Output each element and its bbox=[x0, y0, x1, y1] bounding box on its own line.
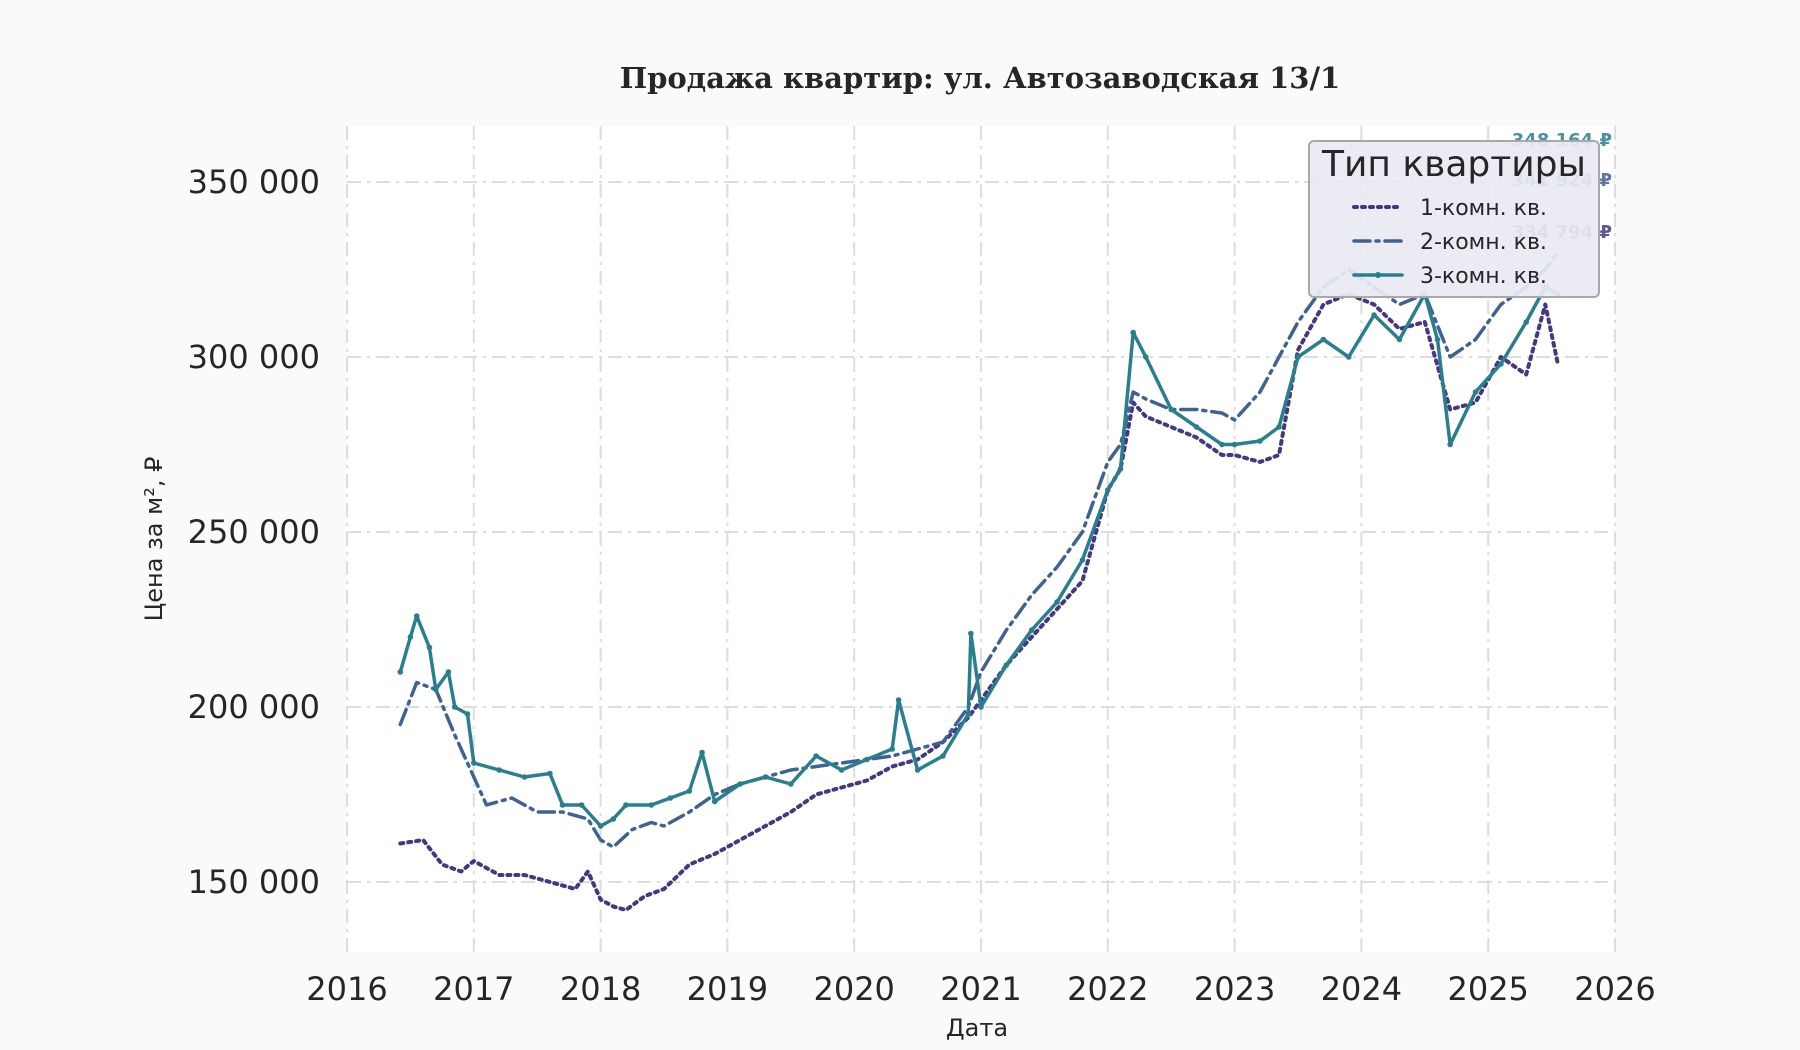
series-3-point bbox=[978, 704, 984, 710]
x-tick-label: 2020 bbox=[813, 970, 894, 1008]
x-tick-label: 2026 bbox=[1574, 970, 1655, 1008]
series-3-point bbox=[838, 767, 845, 773]
legend-label-1: 1-комн. кв. bbox=[1420, 196, 1547, 221]
series-3-point bbox=[426, 644, 433, 651]
series-3-point bbox=[407, 634, 414, 640]
series-3-point bbox=[648, 802, 655, 808]
legend-entries: 1-комн. кв. 2-комн. кв. 3-комн. кв. bbox=[1352, 196, 1547, 289]
series-3-point bbox=[597, 823, 604, 829]
series-3-point bbox=[623, 802, 629, 808]
series-3-point bbox=[1447, 441, 1453, 448]
series-3-point bbox=[1345, 354, 1352, 360]
series-3-point bbox=[559, 802, 566, 808]
series-3-point bbox=[1193, 424, 1200, 430]
legend-marker-3 bbox=[1375, 272, 1381, 278]
y-axis-label: Цена за м², ₽ bbox=[140, 457, 168, 622]
series-3-point bbox=[711, 798, 718, 805]
series-3-point bbox=[737, 781, 743, 787]
legend-box bbox=[1308, 140, 1600, 298]
series-3-point bbox=[762, 774, 769, 780]
series-3-point bbox=[1028, 627, 1035, 633]
series-3-point bbox=[940, 753, 946, 759]
legend-title: Тип квартиры bbox=[1321, 144, 1586, 185]
series-3-point bbox=[1295, 354, 1301, 360]
series-3-point bbox=[965, 711, 972, 717]
series-3-point bbox=[895, 697, 902, 703]
series-3-point bbox=[1434, 336, 1441, 343]
series-3-point bbox=[1105, 487, 1111, 493]
legend: Тип квартиры 1-комн. кв. 2-комн. кв. 3-ком… bbox=[1308, 140, 1600, 298]
series-3-point bbox=[610, 816, 617, 822]
series-3-point bbox=[1003, 662, 1010, 668]
series-3-point bbox=[1054, 599, 1060, 605]
series-3-point bbox=[1498, 361, 1504, 367]
series-3-point bbox=[788, 781, 794, 787]
series-3-point bbox=[496, 767, 502, 773]
series-3-point bbox=[1320, 336, 1327, 343]
series-3-point bbox=[699, 749, 705, 756]
series-3-point bbox=[1219, 441, 1225, 448]
series-3-point bbox=[432, 686, 439, 693]
series-3-point bbox=[521, 774, 528, 780]
y-tick-label: 250 000 bbox=[188, 513, 320, 551]
series-3-point bbox=[889, 746, 896, 752]
series-3-point bbox=[464, 711, 471, 717]
series-3-point bbox=[1276, 424, 1282, 430]
x-tick-label: 2017 bbox=[433, 970, 514, 1008]
series-3-point bbox=[1143, 354, 1149, 360]
y-tick-label: 150 000 bbox=[188, 863, 320, 901]
x-tick-label: 2019 bbox=[687, 970, 768, 1008]
series-3-point bbox=[1257, 438, 1263, 444]
x-tick-label: 2023 bbox=[1194, 970, 1275, 1008]
y-tick-label: 300 000 bbox=[188, 338, 320, 376]
series-3-point bbox=[813, 753, 819, 759]
series-line-3 bbox=[398, 285, 1560, 828]
x-tick-label: 2016 bbox=[306, 970, 387, 1008]
series-3-point bbox=[397, 669, 404, 675]
series-3-point bbox=[1396, 336, 1403, 343]
x-axis-label: Дата bbox=[946, 1014, 1008, 1042]
x-tick-label: 2022 bbox=[1067, 970, 1148, 1008]
series-3-point bbox=[1231, 441, 1238, 448]
series-3-point bbox=[578, 802, 585, 808]
y-tick-label: 200 000 bbox=[188, 688, 320, 726]
legend-label-3: 3-комн. кв. bbox=[1420, 264, 1547, 289]
series-3-point bbox=[1079, 557, 1086, 563]
series-3-point bbox=[686, 788, 693, 794]
series-3-point bbox=[1168, 406, 1174, 413]
series-3-point bbox=[1371, 312, 1377, 318]
x-tick-label: 2021 bbox=[940, 970, 1021, 1008]
series-3-point bbox=[1130, 329, 1136, 336]
y-tick-labels: 150 000 200 000 250 000 300 000 350 000 bbox=[188, 163, 320, 901]
x-tick-label: 2025 bbox=[1447, 970, 1528, 1008]
series-3-point bbox=[1523, 319, 1530, 325]
series-3-point bbox=[413, 613, 420, 619]
x-tick-labels: 2016 2017 2018 2019 2020 2021 2022 2023 2024 2025… bbox=[306, 970, 1655, 1008]
series-3-point bbox=[968, 630, 974, 637]
series-3-point bbox=[1117, 466, 1124, 472]
chart-title: Продажа квартир: ул. Автозаводская 13/1 bbox=[620, 61, 1340, 95]
series-3-point bbox=[547, 770, 553, 777]
series-3-point bbox=[451, 704, 458, 710]
series-3-point bbox=[667, 795, 674, 801]
series-3-point bbox=[914, 767, 921, 773]
x-tick-label: 2024 bbox=[1321, 970, 1402, 1008]
series-3-point bbox=[471, 760, 477, 766]
y-tick-label: 350 000 bbox=[188, 163, 320, 201]
x-tick-label: 2018 bbox=[560, 970, 641, 1008]
series-3-point bbox=[445, 669, 452, 675]
series-3-point bbox=[1472, 389, 1479, 395]
series-3-point bbox=[864, 756, 870, 763]
legend-label-2: 2-комн. кв. bbox=[1420, 230, 1547, 255]
